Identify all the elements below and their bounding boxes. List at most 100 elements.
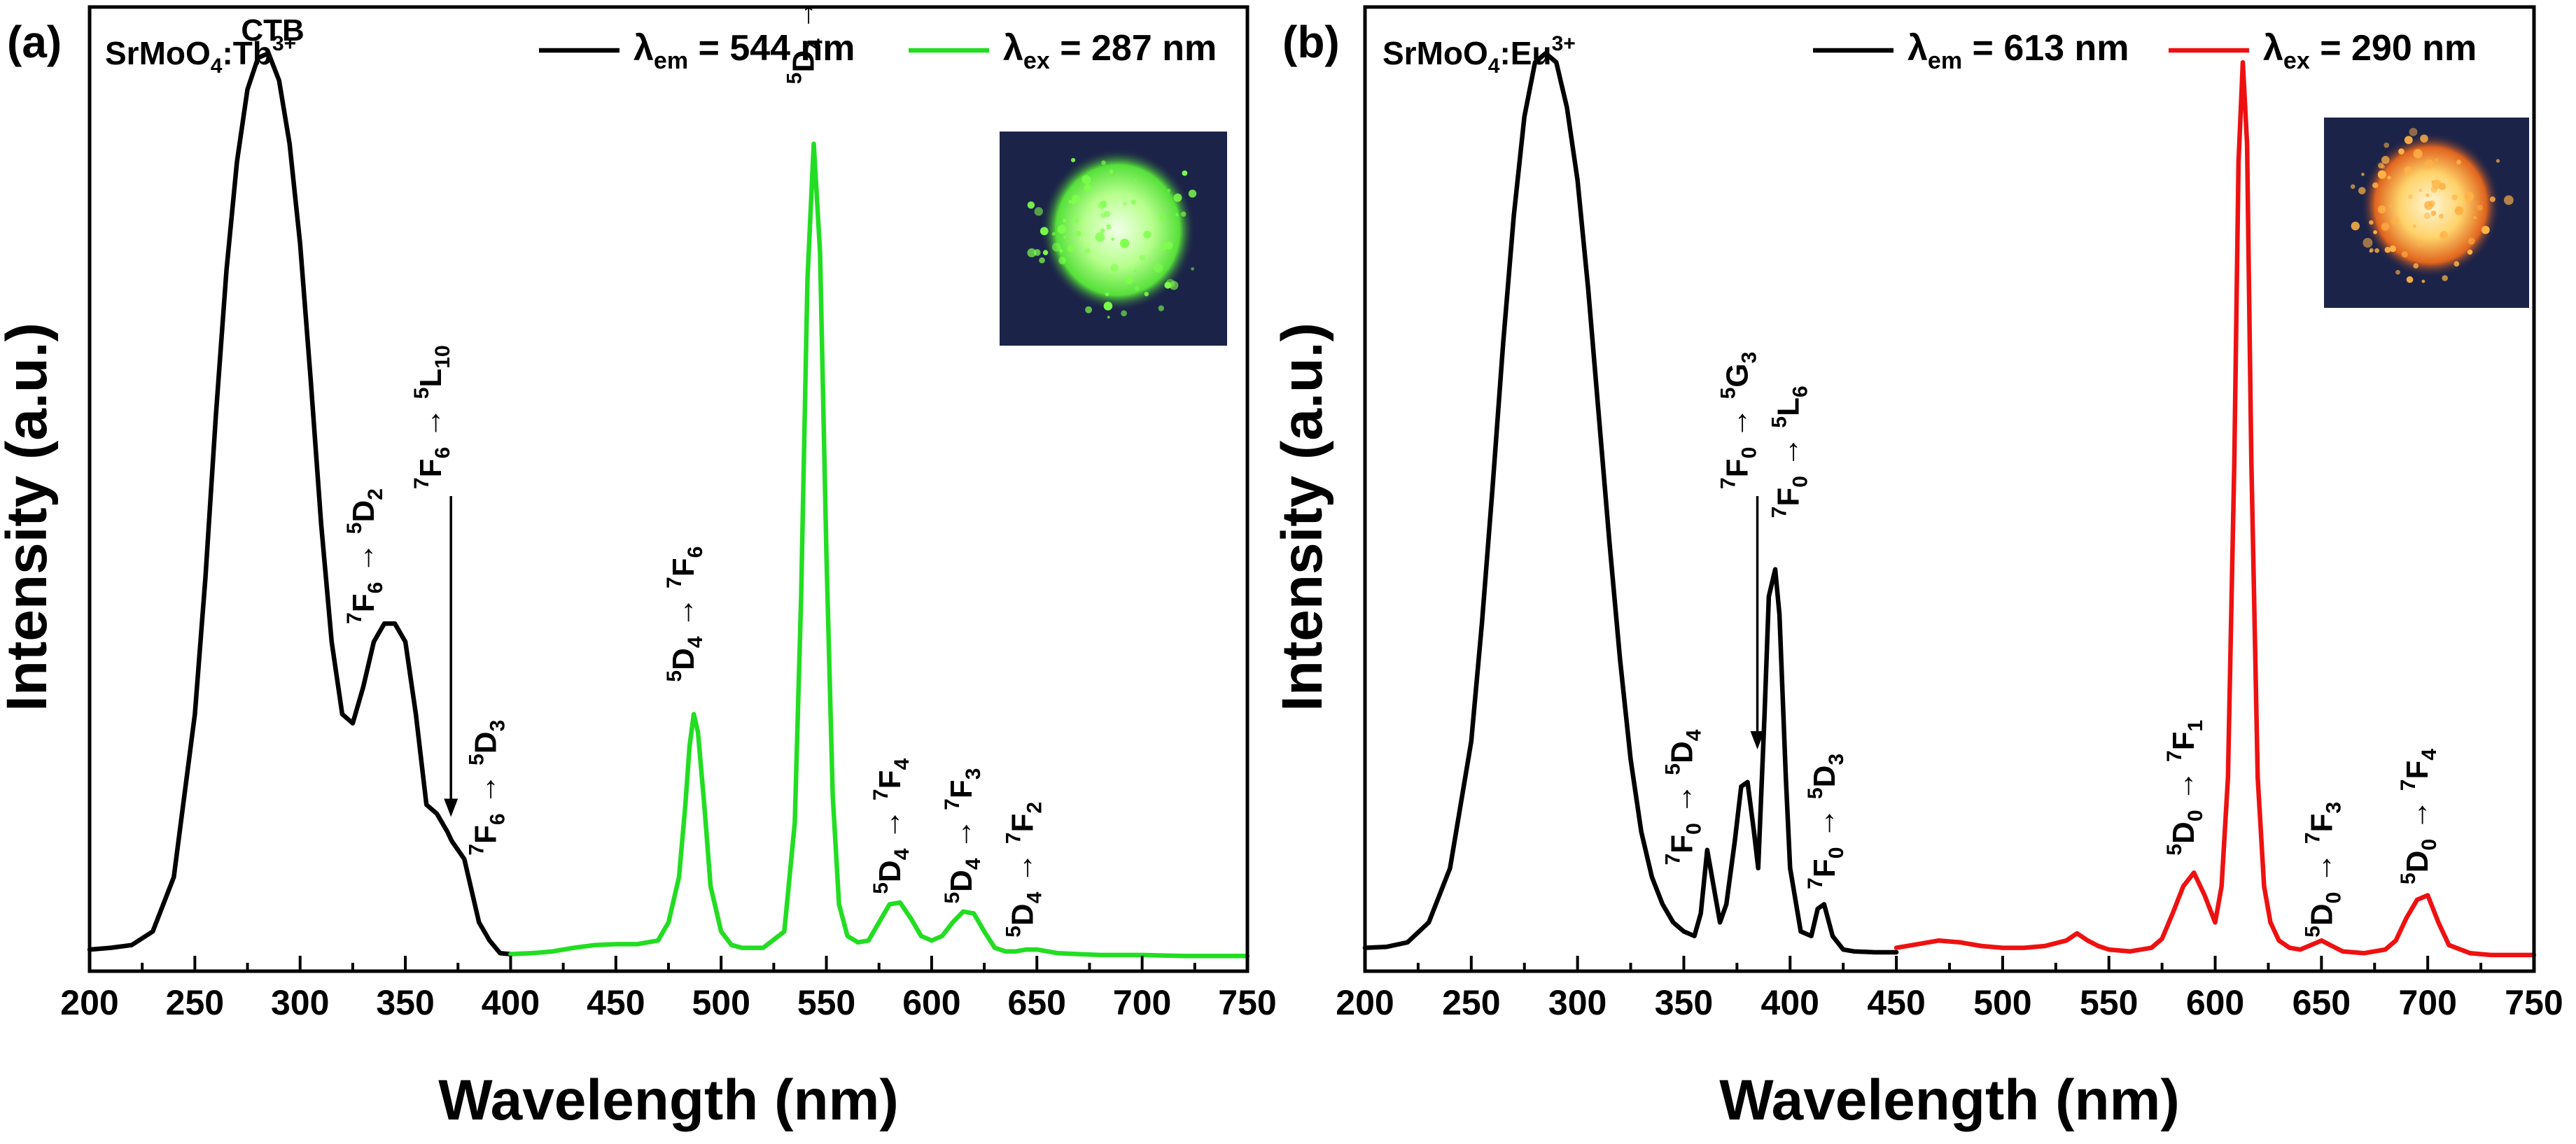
text-span: → [666,588,701,628]
text-span [1005,883,1040,891]
text-span: = 544 nm [688,28,855,69]
inset-speckle [2473,216,2477,220]
annotation-transition: 5D0 → 7F1 [2163,720,2207,856]
text-span: 6 [1788,386,1812,397]
inset-speckle [1181,211,1186,217]
text-span: 7 [1804,877,1827,889]
inset-speckle [2406,276,2414,283]
inset-speckle [1058,257,1066,264]
x-tick-label: 700 [2398,983,2456,1022]
inset-speckle [1040,227,1049,236]
inset-speckle [1075,231,1082,237]
inset-speckle [2424,201,2433,211]
inset-speckle [2389,204,2393,209]
inset-speckle [1106,224,1112,229]
text-span [414,439,448,447]
inset-speckle [1111,237,1114,241]
inset-speckle [2468,237,2475,245]
text-span: 6 [486,813,509,825]
x-tick-label: 200 [1336,983,1394,1022]
inset-speckle [2358,187,2366,195]
text-span: 5 [1768,416,1791,428]
text-span: → [1005,844,1040,883]
text-span: F [1807,859,1842,877]
inset-speckle [2440,231,2448,239]
inset-speckle [2369,220,2374,225]
annotation-transition: 5D4 → 7F5 [783,0,827,84]
inset-speckle [1144,292,1149,297]
inset-speckle [1167,188,1171,192]
inset-speckle [1051,242,1061,252]
text-span: F [468,825,503,844]
x-tick-label: 650 [2292,983,2351,1022]
inset-speckle [1164,281,1172,289]
text-span: D [1807,765,1842,788]
text-span: 5 [2302,926,2325,938]
inset-speckle [1105,292,1110,297]
inset-speckle [1107,275,1113,281]
text-span: → [414,399,448,438]
inset-speckle [1100,228,1105,233]
text-span: D [2305,903,2339,926]
inset-speckle [2409,127,2418,136]
text-span: F [873,770,907,789]
inset-speckle [1107,316,1110,319]
text-span: 4 [684,636,707,648]
text-span: → [1807,799,1842,838]
inset-speckle [2401,251,2408,257]
inset-speckle [2381,223,2389,231]
x-tick-label: 300 [271,983,329,1022]
text-span: 5 [1002,926,1025,938]
inset-speckle [2413,149,2423,159]
text-span: SrMoO [1382,35,1488,71]
x-tick-label: 500 [692,983,750,1022]
text-span: 7 [2397,779,2420,791]
text-span: 5 [869,882,892,894]
text-span: 7 [2302,832,2325,844]
text-span: → [944,810,979,849]
inset-speckle [2369,250,2372,253]
text-span: 0 [1788,476,1812,488]
text-span: 6 [431,447,454,459]
text-span: = 287 nm [1050,28,1217,69]
text-span: F [2305,814,2339,833]
inset-speckle [1057,225,1067,234]
text-span: :Eu [1499,35,1551,71]
inset-speckle [1059,249,1063,253]
inset-speckle [1110,264,1119,272]
inset-speckle [2395,269,2400,275]
inset-speckle [2438,213,2444,219]
inset-speckle [1085,306,1093,313]
legend-entry: λex = 287 nm [1003,28,1217,74]
text-span: 7 [1717,477,1740,489]
text-span: → [2400,791,2435,830]
x-tick-label: 350 [1655,983,1713,1022]
inset-speckle [2477,204,2483,211]
text-span: 7 [465,844,488,856]
text-span: 0 [1825,847,1848,859]
text-span: → [2166,762,2201,801]
text-span: F [2166,731,2201,750]
text-span [944,849,979,858]
text-span: D [944,870,979,892]
text-span: 6 [684,546,707,558]
inset-speckle [1175,213,1179,217]
inset-speckle [2350,184,2356,190]
inset-speckle [1134,285,1140,291]
text-span: 3 [486,720,509,732]
text-span: λ [1003,28,1023,69]
text-span [2305,883,2339,891]
text-span: = 290 nm [2310,28,2477,69]
text-span: 7 [410,477,433,489]
text-span: :Tb [222,35,272,71]
x-tick-label: 500 [1973,983,2031,1022]
annotation-transition: 7F6 → 5D3 [465,720,509,856]
inset-speckle [1084,248,1091,254]
text-span: 2 [364,488,387,500]
y-axis-title: Intensity (a.u.) [1270,323,1334,712]
inset-speckle [2456,206,2461,211]
inset-speckle [1109,169,1114,174]
inset-speckle [1095,232,1105,242]
x-tick-label: 550 [2080,983,2138,1022]
inset-speckle [1139,255,1146,261]
